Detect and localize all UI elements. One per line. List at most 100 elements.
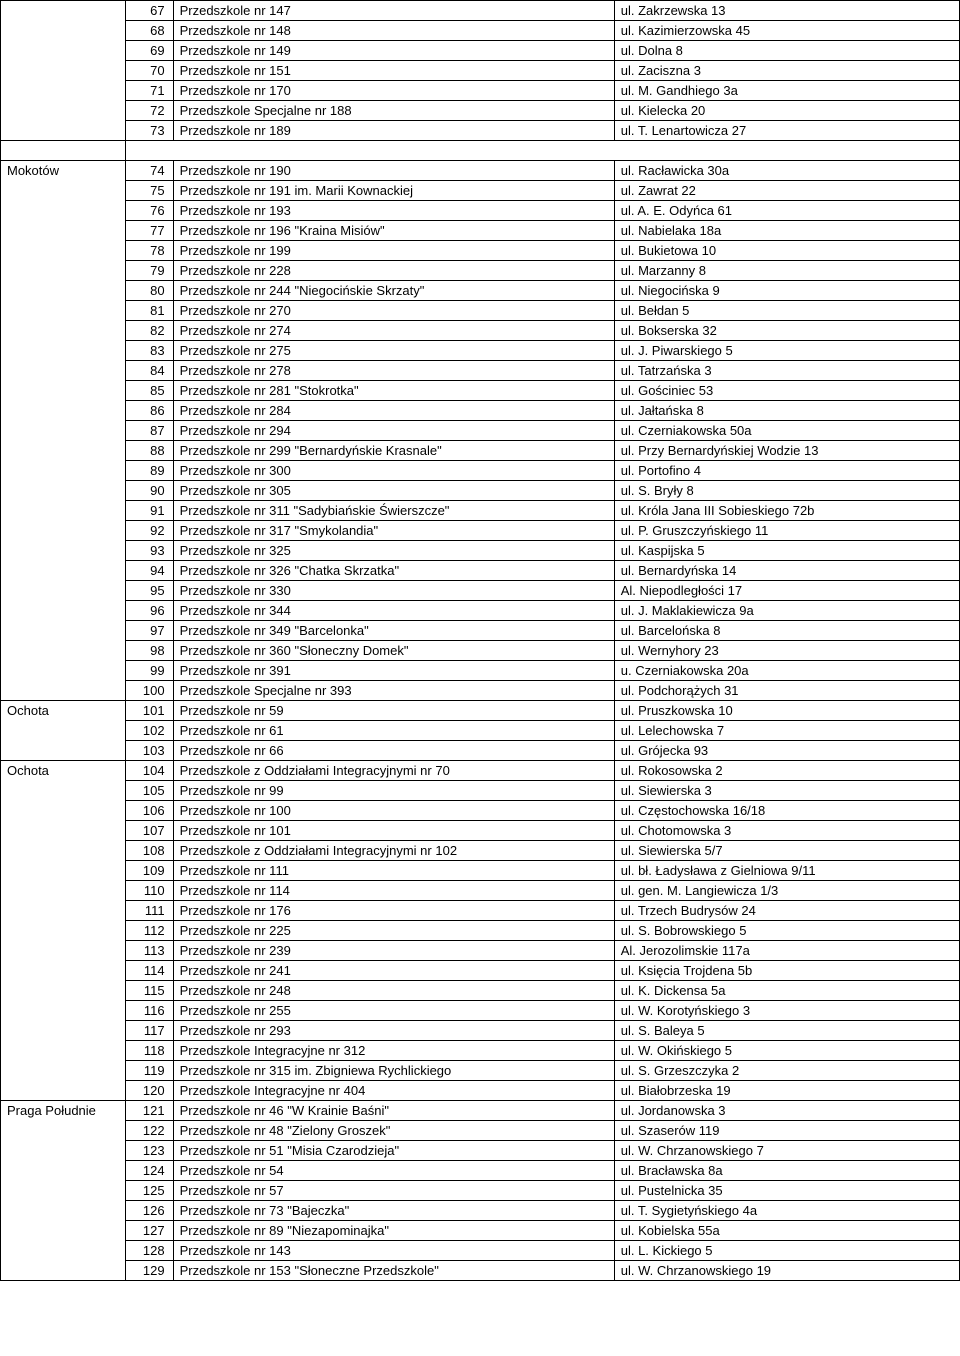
table-row: 120Przedszkole Integracyjne nr 404ul. Bi…	[1, 1081, 960, 1101]
row-number: 115	[125, 981, 173, 1001]
table-row: 90Przedszkole nr 305ul. S. Bryły 8	[1, 481, 960, 501]
table-row: 123Przedszkole nr 51 "Misia Czarodzieja"…	[1, 1141, 960, 1161]
preschool-name: Przedszkole nr 100	[173, 801, 614, 821]
table-row: Ochota101Przedszkole nr 59ul. Pruszkowsk…	[1, 701, 960, 721]
row-number: 123	[125, 1141, 173, 1161]
table-row: 78Przedszkole nr 199ul. Bukietowa 10	[1, 241, 960, 261]
preschool-name: Przedszkole nr 149	[173, 41, 614, 61]
table-row: 84Przedszkole nr 278ul. Tatrzańska 3	[1, 361, 960, 381]
row-number: 128	[125, 1241, 173, 1261]
row-number: 88	[125, 441, 173, 461]
row-number: 126	[125, 1201, 173, 1221]
preschool-name: Przedszkole nr 111	[173, 861, 614, 881]
row-number: 98	[125, 641, 173, 661]
table-row: 117Przedszkole nr 293ul. S. Baleya 5	[1, 1021, 960, 1041]
table-row: 102Przedszkole nr 61ul. Lelechowska 7	[1, 721, 960, 741]
table-row: 116Przedszkole nr 255ul. W. Korotyńskieg…	[1, 1001, 960, 1021]
preschool-address: ul. Zaciszna 3	[614, 61, 959, 81]
preschool-name: Przedszkole nr 325	[173, 541, 614, 561]
table-row: 77Przedszkole nr 196 "Kraina Misiów"ul. …	[1, 221, 960, 241]
row-number: 111	[125, 901, 173, 921]
row-number: 96	[125, 601, 173, 621]
preschool-address: ul. Bernardyńska 14	[614, 561, 959, 581]
row-number: 71	[125, 81, 173, 101]
row-number: 86	[125, 401, 173, 421]
table-row: Mokotów74Przedszkole nr 190ul. Racławick…	[1, 161, 960, 181]
preschool-address: ul. T. Lenartowicza 27	[614, 121, 959, 141]
table-row: 94Przedszkole nr 326 "Chatka Skrzatka"ul…	[1, 561, 960, 581]
preschool-address: ul. P. Gruszczyńskiego 11	[614, 521, 959, 541]
table-row: 106Przedszkole nr 100ul. Częstochowska 1…	[1, 801, 960, 821]
preschool-name: Przedszkole nr 284	[173, 401, 614, 421]
preschool-name: Przedszkole nr 57	[173, 1181, 614, 1201]
preschool-name: Przedszkole nr 190	[173, 161, 614, 181]
table-row: 96Przedszkole nr 344ul. J. Maklakiewicza…	[1, 601, 960, 621]
preschool-name: Przedszkole nr 59	[173, 701, 614, 721]
table-row: 93Przedszkole nr 325ul. Kaspijska 5	[1, 541, 960, 561]
district-cell: Ochota	[1, 761, 126, 1101]
table-row: 107Przedszkole nr 101ul. Chotomowska 3	[1, 821, 960, 841]
preschool-address: ul. Trzech Budrysów 24	[614, 901, 959, 921]
row-number: 70	[125, 61, 173, 81]
row-number: 124	[125, 1161, 173, 1181]
row-number: 82	[125, 321, 173, 341]
preschool-name: Przedszkole nr 391	[173, 661, 614, 681]
preschool-address: ul. Częstochowska 16/18	[614, 801, 959, 821]
preschool-address: ul. Zakrzewska 13	[614, 1, 959, 21]
table-row: 67Przedszkole nr 147ul. Zakrzewska 13	[1, 1, 960, 21]
row-number: 75	[125, 181, 173, 201]
preschool-name: Przedszkole Integracyjne nr 312	[173, 1041, 614, 1061]
preschool-address: ul. Marzanny 8	[614, 261, 959, 281]
preschool-address: ul. Wernyhory 23	[614, 641, 959, 661]
preschool-address: ul. W. Okińskiego 5	[614, 1041, 959, 1061]
table-row: 69Przedszkole nr 149ul. Dolna 8	[1, 41, 960, 61]
preschool-address: ul. Białobrzeska 19	[614, 1081, 959, 1101]
preschool-name: Przedszkole nr 48 "Zielony Groszek"	[173, 1121, 614, 1141]
preschool-address: ul. Nabielaka 18a	[614, 221, 959, 241]
table-row: 127Przedszkole nr 89 "Niezapominajka"ul.…	[1, 1221, 960, 1241]
table-row: 99Przedszkole nr 391u. Czerniakowska 20a	[1, 661, 960, 681]
table-row: 111Przedszkole nr 176ul. Trzech Budrysów…	[1, 901, 960, 921]
table-row: 124Przedszkole nr 54ul. Bracławska 8a	[1, 1161, 960, 1181]
table-row: 126Przedszkole nr 73 "Bajeczka"ul. T. Sy…	[1, 1201, 960, 1221]
table-row: 115Przedszkole nr 248ul. K. Dickensa 5a	[1, 981, 960, 1001]
preschool-name: Przedszkole nr 293	[173, 1021, 614, 1041]
preschool-address: ul. Pruszkowska 10	[614, 701, 959, 721]
row-number: 80	[125, 281, 173, 301]
district-cell: Ochota	[1, 701, 126, 761]
preschool-address: ul. Portofino 4	[614, 461, 959, 481]
preschool-address: ul. Pustelnicka 35	[614, 1181, 959, 1201]
preschool-address: ul. Bracławska 8a	[614, 1161, 959, 1181]
row-number: 67	[125, 1, 173, 21]
spacer-row	[1, 141, 960, 161]
preschool-name: Przedszkole nr 255	[173, 1001, 614, 1021]
table-row: 80Przedszkole nr 244 "Niegocińskie Skrza…	[1, 281, 960, 301]
preschool-address: ul. Grójecka 93	[614, 741, 959, 761]
table-row: Praga Południe121Przedszkole nr 46 "W Kr…	[1, 1101, 960, 1121]
table-row: 105Przedszkole nr 99ul. Siewierska 3	[1, 781, 960, 801]
preschool-address: ul. Tatrzańska 3	[614, 361, 959, 381]
preschool-name: Przedszkole nr 170	[173, 81, 614, 101]
row-number: 94	[125, 561, 173, 581]
preschool-name: Przedszkole nr 239	[173, 941, 614, 961]
preschool-address: ul. Podchorążych 31	[614, 681, 959, 701]
preschool-name: Przedszkole nr 153 "Słoneczne Przedszkol…	[173, 1261, 614, 1281]
table-row: 103Przedszkole nr 66ul. Grójecka 93	[1, 741, 960, 761]
preschool-name: Przedszkole nr 99	[173, 781, 614, 801]
preschool-address: ul. Kaspijska 5	[614, 541, 959, 561]
preschool-name: Przedszkole nr 305	[173, 481, 614, 501]
table-row: 75Przedszkole nr 191 im. Marii Kownackie…	[1, 181, 960, 201]
preschool-address: ul. Czerniakowska 50a	[614, 421, 959, 441]
preschool-name: Przedszkole nr 73 "Bajeczka"	[173, 1201, 614, 1221]
preschool-address: ul. Bukietowa 10	[614, 241, 959, 261]
table-row: 87Przedszkole nr 294ul. Czerniakowska 50…	[1, 421, 960, 441]
row-number: 101	[125, 701, 173, 721]
table-row: 92Przedszkole nr 317 "Smykolandia"ul. P.…	[1, 521, 960, 541]
preschool-address: ul. Jałtańska 8	[614, 401, 959, 421]
preschool-address: ul. J. Piwarskiego 5	[614, 341, 959, 361]
table-row: 85Przedszkole nr 281 "Stokrotka"ul. Gośc…	[1, 381, 960, 401]
row-number: 90	[125, 481, 173, 501]
preschool-name: Przedszkole z Oddziałami Integracyjnymi …	[173, 761, 614, 781]
preschool-address: ul. Przy Bernardyńskiej Wodzie 13	[614, 441, 959, 461]
preschool-name: Przedszkole Specjalne nr 393	[173, 681, 614, 701]
